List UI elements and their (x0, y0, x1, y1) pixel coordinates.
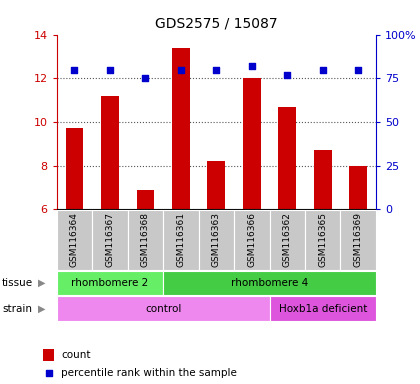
Text: GSM116366: GSM116366 (247, 212, 256, 267)
Point (178, 66, 184, 73)
Bar (57, 296, 270, 321)
Text: strain: strain (2, 303, 32, 314)
Bar (57, 210, 92, 270)
Text: GSM116364: GSM116364 (70, 212, 79, 267)
Bar (172, 48, 190, 209)
Bar (163, 210, 199, 270)
Bar (349, 166, 367, 209)
Bar (128, 210, 163, 270)
Text: GSM116365: GSM116365 (318, 212, 327, 267)
Bar (234, 210, 270, 270)
Point (355, 66, 362, 73)
Text: rhombomere 2: rhombomere 2 (71, 278, 149, 288)
Bar (278, 107, 296, 209)
Bar (270, 210, 305, 270)
Point (213, 66, 220, 73)
Text: GSM116367: GSM116367 (105, 212, 114, 267)
Text: GSM116362: GSM116362 (283, 212, 292, 267)
Point (45, 369, 52, 376)
Bar (92, 210, 128, 270)
Point (71, 66, 78, 73)
Text: control: control (145, 303, 181, 314)
Bar (136, 190, 154, 209)
Point (248, 63, 255, 69)
Text: Hoxb1a deficient: Hoxb1a deficient (278, 303, 367, 314)
Text: GSM116363: GSM116363 (212, 212, 221, 267)
Bar (207, 161, 225, 209)
Text: percentile rank within the sample: percentile rank within the sample (61, 367, 237, 377)
Text: GSM116361: GSM116361 (176, 212, 185, 267)
Bar (57, 271, 163, 295)
Bar (66, 129, 83, 209)
Text: rhombomere 4: rhombomere 4 (231, 278, 308, 288)
Bar (305, 210, 341, 270)
Title: GDS2575 / 15087: GDS2575 / 15087 (155, 17, 278, 31)
Point (284, 72, 291, 78)
Point (107, 66, 113, 73)
Text: count: count (61, 350, 91, 360)
Text: ▶: ▶ (38, 278, 46, 288)
Bar (314, 150, 331, 209)
Bar (341, 210, 376, 270)
Bar (270, 296, 376, 321)
Text: GSM116368: GSM116368 (141, 212, 150, 267)
Text: GSM116369: GSM116369 (354, 212, 362, 267)
Bar (101, 96, 119, 209)
Text: tissue: tissue (2, 278, 33, 288)
Bar (243, 78, 261, 209)
Bar (163, 271, 376, 295)
Text: ▶: ▶ (38, 303, 46, 314)
Point (142, 75, 149, 81)
Bar (199, 210, 234, 270)
Point (319, 66, 326, 73)
Bar (42, 349, 55, 361)
